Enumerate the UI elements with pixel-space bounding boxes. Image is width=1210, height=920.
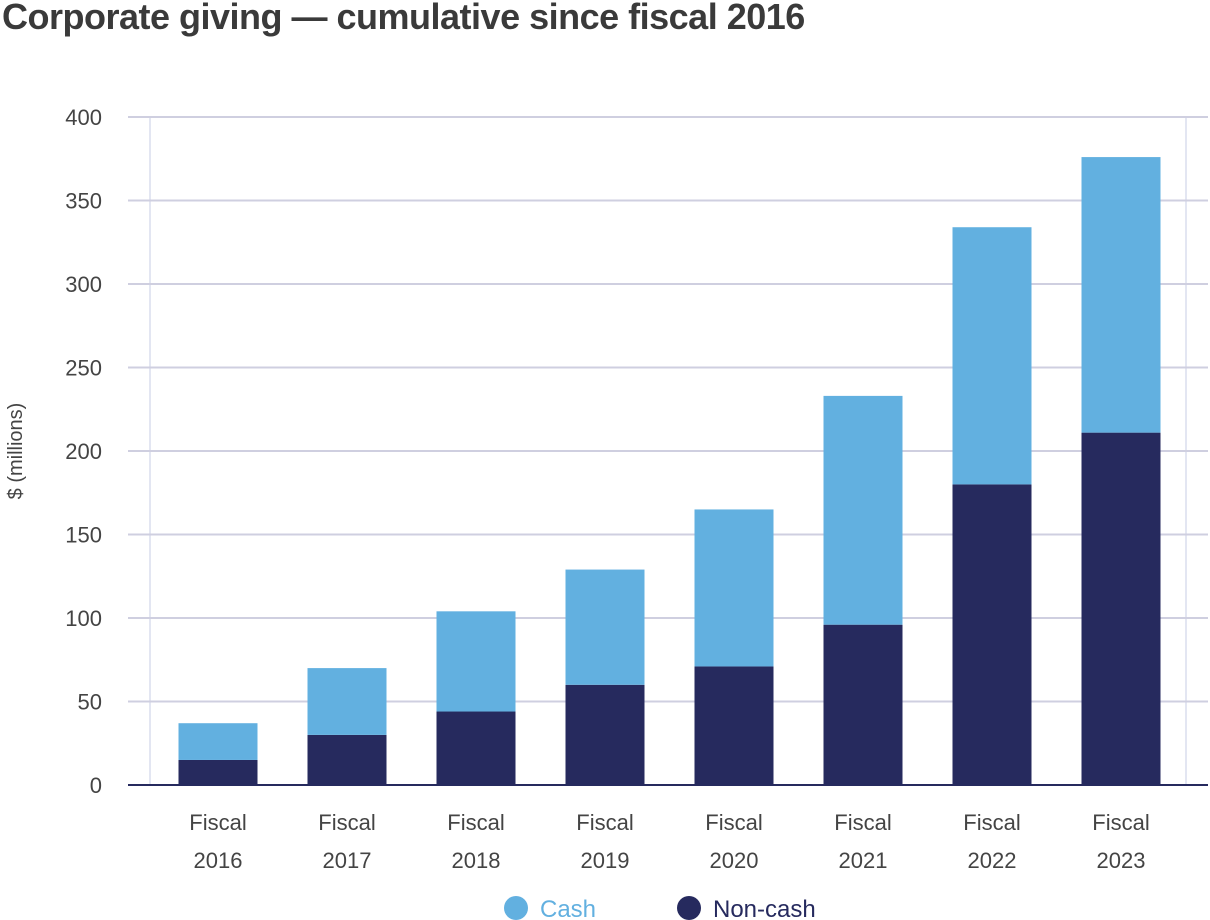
y-tick-label: 150 [65,523,102,548]
legend: Cash Non-cash [504,896,816,920]
x-tick-label: Fiscal [189,810,246,835]
legend-swatch-cash [504,896,528,920]
x-tick-label: 2021 [839,848,888,873]
bar-non-cash-2022 [952,484,1032,785]
x-tick-label: Fiscal [963,810,1020,835]
x-tick-label: Fiscal [834,810,891,835]
bar-non-cash-2017 [307,734,387,785]
bar-non-cash-2023 [1081,432,1161,785]
bar-cash-2017 [307,668,387,735]
y-tick-label: 300 [65,272,102,297]
x-tick-label: 2019 [581,848,630,873]
y-tick-label: 350 [65,189,102,214]
bar-non-cash-2019 [565,684,645,785]
bar-cash-2020 [694,509,774,667]
x-tick-label: 2020 [710,848,759,873]
bar-non-cash-2016 [178,759,258,785]
x-tick-label: Fiscal [705,810,762,835]
bar-non-cash-2021 [823,624,903,785]
y-tick-label: 250 [65,356,102,381]
bar-cash-2019 [565,569,645,685]
x-tick-label: 2016 [194,848,243,873]
x-tick-label: Fiscal [1092,810,1149,835]
legend-label-non-cash: Non-cash [713,896,816,920]
y-tick-label: 0 [90,773,102,798]
x-tick-label: 2022 [968,848,1017,873]
bar-cash-2016 [178,723,258,760]
x-axis-labels: Fiscal 2016 Fiscal 2017 Fiscal 2018 Fiscal 2019… [189,810,1149,873]
grid-lines [128,116,1208,786]
x-tick-label: 2017 [323,848,372,873]
bar-non-cash-2020 [694,666,774,785]
bar-cash-2018 [436,611,516,712]
y-tick-label: 50 [78,690,102,715]
legend-label-cash: Cash [540,896,596,920]
y-tick-label: 200 [65,439,102,464]
x-tick-label: 2018 [452,848,501,873]
bars [178,157,1161,785]
y-axis-ticks: 0 50 100 150 200 250 300 350 400 [65,105,102,798]
bar-non-cash-2018 [436,711,516,785]
bar-cash-2023 [1081,157,1161,433]
x-tick-label: Fiscal [576,810,633,835]
y-tick-label: 100 [65,606,102,631]
y-tick-label: 400 [65,105,102,130]
legend-swatch-non-cash [677,896,701,920]
bar-cash-2022 [952,227,1032,485]
x-tick-label: 2023 [1097,848,1146,873]
x-tick-label: Fiscal [318,810,375,835]
y-axis-label: $ (millions) [5,403,27,500]
bar-cash-2021 [823,395,903,625]
x-tick-label: Fiscal [447,810,504,835]
chart-title: Corporate giving — cumulative since fisc… [2,0,805,37]
